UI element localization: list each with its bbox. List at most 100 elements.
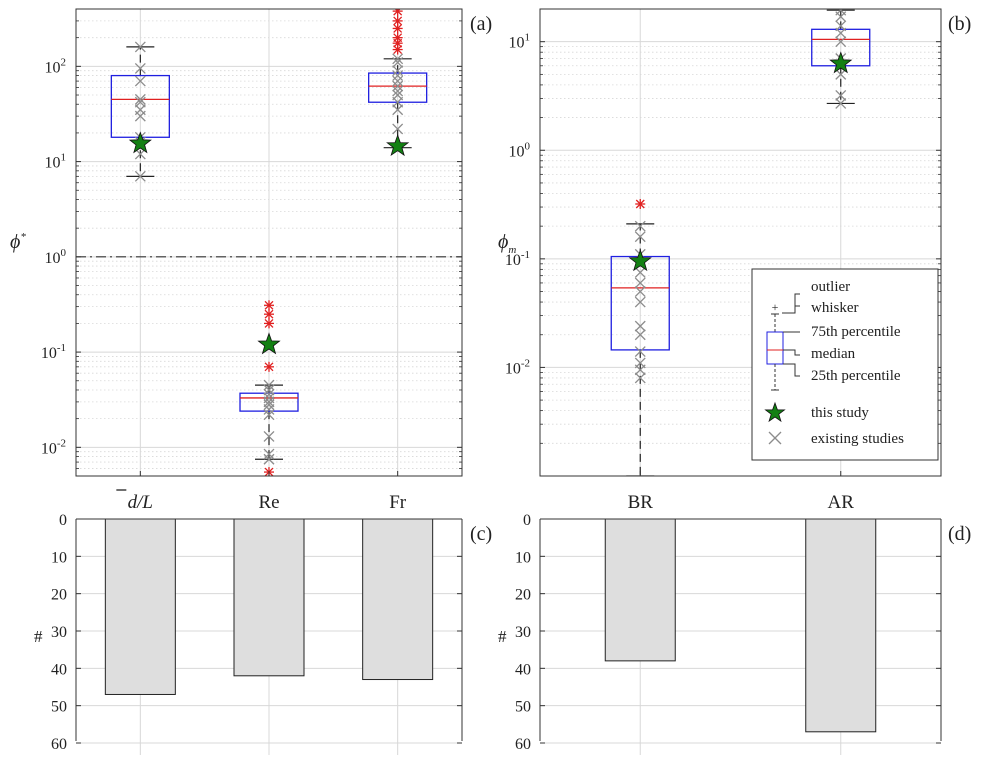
existing-study-marker-b: [835, 68, 847, 80]
legend-label-existing: existing studies: [811, 431, 904, 447]
y-axis-label: ϕ*: [10, 231, 26, 253]
panel-b-frame: [539, 8, 942, 477]
existing-study-marker-b: [634, 372, 646, 384]
y-tick-label: 101: [509, 32, 531, 52]
legend-star-marker: [764, 401, 786, 423]
existing-study-marker-b: [263, 384, 275, 396]
outlier-marker-d: [264, 300, 274, 310]
bar-BR: [604, 518, 676, 662]
box-Re: [239, 300, 299, 476]
existing-study-marker-b: [634, 296, 646, 308]
existing-study-marker-b: [392, 53, 404, 65]
x-tick-label: d/L: [128, 492, 153, 513]
y-axis-label: ϕm: [498, 231, 516, 256]
y-tick-label: 10-2: [41, 437, 66, 457]
this-study-star: [386, 134, 410, 157]
y-tick-label: 0: [523, 512, 531, 529]
box-Fr: [368, 9, 428, 157]
existing-study-marker-b: [263, 453, 275, 465]
panel-c-bars: [104, 518, 434, 695]
existing-study-marker-b: [835, 20, 847, 32]
y-tick-label: 30: [515, 624, 531, 641]
existing-study-marker-b: [835, 89, 847, 101]
y-tick-label: 20: [515, 587, 531, 604]
panel-d: 0 10 20 30 40 50 60 # (d): [498, 512, 971, 755]
existing-study-marker-b: [634, 346, 646, 358]
outlier-marker-d: [264, 318, 274, 328]
existing-study-marker-b: [263, 379, 275, 391]
y-tick-label: 100: [509, 140, 531, 160]
legend-connector-25: [783, 363, 800, 377]
y-tick-label: 101: [45, 152, 67, 172]
existing-study-marker-b: [835, 36, 847, 48]
legend-label-whisker: whisker: [811, 300, 859, 316]
existing-study-marker-b: [134, 75, 146, 87]
panel-a-boxes: [110, 9, 428, 476]
legend-connector-outlier: [794, 293, 800, 310]
existing-study-marker-b: [392, 56, 404, 68]
y-tick-label: 102: [45, 56, 67, 76]
existing-study-marker-b: [634, 357, 646, 369]
existing-study-marker-b: [263, 392, 275, 404]
y-tick-label: 10: [51, 549, 67, 566]
panel-a-ylabel: ϕ*: [10, 231, 26, 253]
legend-label-outlier: outlier: [811, 279, 850, 295]
legend-label-median: median: [811, 346, 856, 362]
existing-study-marker-b: [134, 170, 146, 182]
outlier-marker-d: [393, 33, 403, 43]
iqr-box: [239, 392, 299, 412]
x-tick-label: Fr: [389, 492, 407, 513]
outlier-marker-d: [393, 45, 403, 55]
existing-study-marker-b: [634, 329, 646, 341]
bar-Re: [233, 518, 305, 677]
panel-label-d: (d): [948, 523, 971, 545]
y-tick-label: 60: [515, 736, 531, 753]
y-tick-label: 50: [51, 699, 67, 716]
panel-c-ylabel: #: [34, 627, 43, 646]
this-study-star: [128, 131, 152, 154]
y-tick-label: 10-1: [505, 249, 530, 269]
box-AR: [811, 9, 871, 109]
panel-label-a: (a): [470, 13, 492, 35]
existing-study-marker-b: [392, 85, 404, 97]
box-d-L: [110, 41, 170, 182]
existing-study-marker-b: [392, 65, 404, 77]
existing-study-marker-b: [392, 75, 404, 87]
y-tick-label: 20: [51, 587, 67, 604]
this-study-star: [829, 51, 853, 74]
panel-a-ticks: 10-2 10-1 100 101 102: [41, 8, 462, 477]
existing-study-marker-b: [835, 9, 843, 16]
panel-b-grid: [540, 8, 941, 477]
panel-label-b: (b): [948, 13, 971, 35]
bar-d-L: [104, 518, 176, 695]
panel-b-boxes: [610, 9, 871, 476]
this-study-star: [257, 332, 281, 355]
y-tick-label: 50: [515, 699, 531, 716]
panel-c-ticks: 0 10 20 30 40 50 60: [51, 512, 462, 753]
x-tick-label: Re: [258, 492, 279, 513]
y-tick-label: 10-1: [41, 342, 66, 362]
existing-study-marker-b: [263, 448, 275, 460]
existing-study-marker-b: [634, 286, 646, 297]
outlier-marker-d: [393, 9, 401, 16]
existing-study-marker-b: [134, 41, 146, 53]
outlier-marker-d: [264, 309, 274, 319]
x-tick-label: BR: [628, 492, 654, 513]
existing-study-marker-b: [634, 277, 646, 289]
existing-study-marker-b: [634, 220, 646, 232]
y-tick-label: 40: [51, 661, 67, 678]
existing-study-marker-b: [634, 320, 646, 332]
legend-connector-whisker: [782, 305, 800, 314]
y-tick-label: 60: [51, 736, 67, 753]
y-tick-label: 10-2: [505, 357, 530, 377]
existing-study-marker-b: [134, 63, 146, 74]
y-tick-label: 0: [59, 512, 67, 529]
bar-AR: [805, 518, 877, 733]
legend-outlier-marker: +: [772, 300, 779, 314]
legend-label-25th: 25th percentile: [811, 368, 901, 384]
existing-study-marker-b: [263, 431, 275, 442]
legend-connector-median: [783, 349, 800, 356]
existing-study-marker-b: [392, 80, 404, 92]
